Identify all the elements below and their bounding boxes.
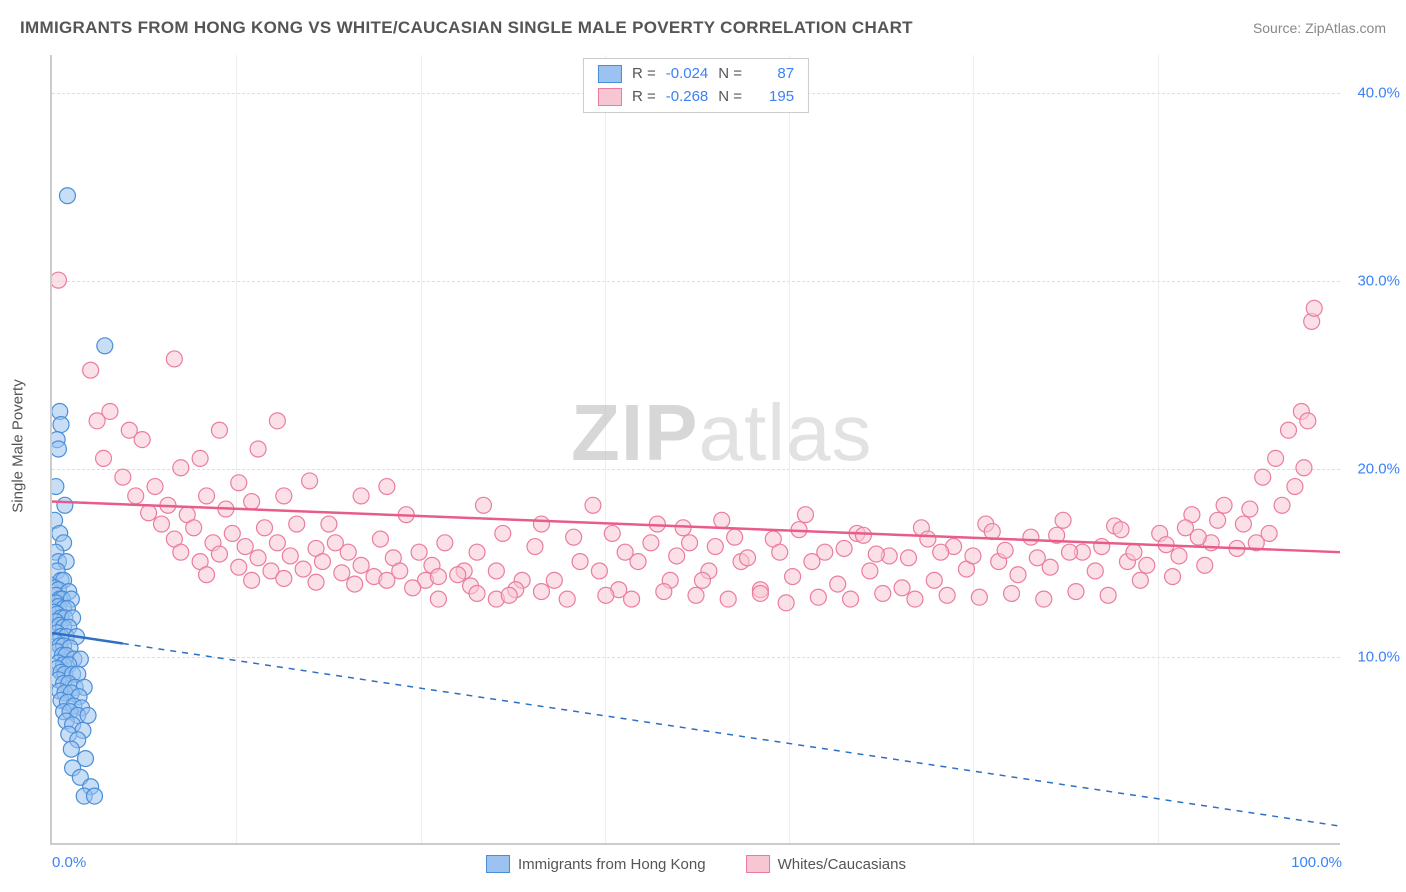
y-tick-label: 40.0% — [1357, 84, 1400, 101]
swatch-hk-icon — [486, 855, 510, 873]
chart-title: IMMIGRANTS FROM HONG KONG VS WHITE/CAUCA… — [20, 18, 913, 38]
legend-item-white: Whites/Caucasians — [746, 855, 906, 873]
y-tick-label: 10.0% — [1357, 648, 1400, 665]
y-axis-title: Single Male Poverty — [10, 379, 27, 512]
stats-legend-box: R = -0.024 N = 87 R = -0.268 N = 195 — [583, 58, 809, 113]
source-label: Source: ZipAtlas.com — [1253, 20, 1386, 36]
y-tick-label: 30.0% — [1357, 272, 1400, 289]
stats-row-white: R = -0.268 N = 195 — [598, 86, 794, 109]
stats-row-hk: R = -0.024 N = 87 — [598, 63, 794, 86]
legend-label-hk: Immigrants from Hong Kong — [518, 856, 706, 873]
plot-area: ZIPatlas R = -0.024 N = 87 R = -0.268 N … — [50, 55, 1340, 845]
swatch-white-icon — [746, 855, 770, 873]
y-tick-label: 20.0% — [1357, 460, 1400, 477]
swatch-hk — [598, 65, 622, 83]
x-tick-label: 0.0% — [52, 854, 86, 871]
scatter-svg — [52, 55, 1340, 843]
x-tick-label: 100.0% — [1291, 854, 1342, 871]
swatch-white — [598, 88, 622, 106]
bottom-legend: Immigrants from Hong Kong Whites/Caucasi… — [486, 855, 906, 873]
legend-item-hk: Immigrants from Hong Kong — [486, 855, 706, 873]
legend-label-white: Whites/Caucasians — [778, 856, 906, 873]
